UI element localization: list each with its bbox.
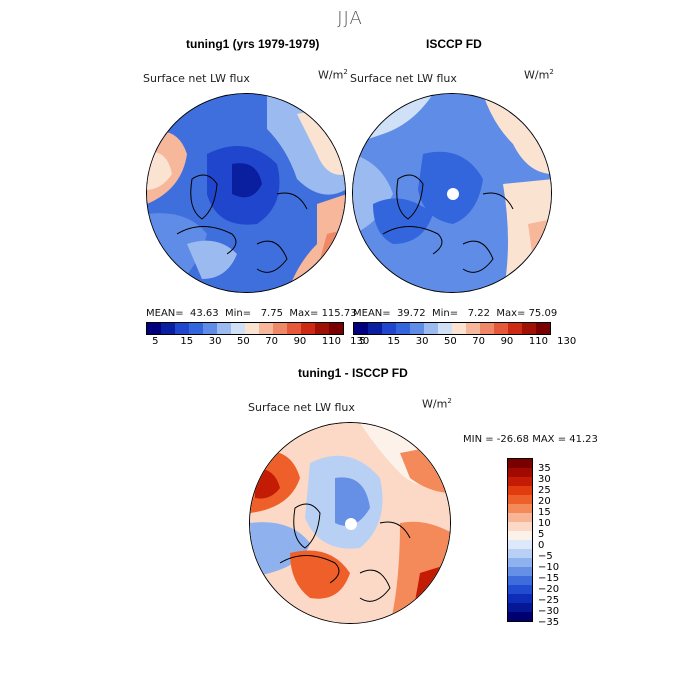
panel-right-variable: Surface net LW flux <box>350 72 457 85</box>
colorbar-left <box>146 322 344 335</box>
colorbar-right <box>353 322 551 335</box>
colorbar-swatch <box>508 576 532 585</box>
colorbar-tick-label: 15 <box>180 336 194 347</box>
colorbar-tick-label: 5 <box>152 336 159 347</box>
colorbar-tick-label: 110 <box>321 336 341 347</box>
colorbar-swatch <box>508 495 532 504</box>
colorbar-swatch <box>217 323 231 334</box>
panel-diff-units: W/m2 <box>422 397 452 411</box>
colorbar-swatch <box>203 323 217 334</box>
colorbar-swatch <box>424 323 438 334</box>
colorbar-tick-label: 90 <box>500 336 514 347</box>
colorbar-swatch <box>508 558 532 567</box>
colorbar-diff-label: −30 <box>538 606 560 617</box>
colorbar-swatch <box>508 459 532 468</box>
colorbar-swatch <box>231 323 245 334</box>
colorbar-swatch <box>245 323 259 334</box>
colorbar-swatch <box>382 323 396 334</box>
colorbar-diff <box>507 458 533 622</box>
colorbar-swatch <box>329 323 343 334</box>
colorbar-diff-label: 30 <box>538 474 551 485</box>
panel-right-units: W/m2 <box>524 68 554 82</box>
colorbar-swatch <box>508 504 532 513</box>
panel-diff-variable: Surface net LW flux <box>248 401 355 414</box>
colorbar-swatch <box>508 603 532 612</box>
colorbar-diff-label: 0 <box>538 540 545 551</box>
colorbar-diff-label: −25 <box>538 595 560 606</box>
colorbar-swatch <box>480 323 494 334</box>
colorbar-swatch <box>508 323 522 334</box>
colorbar-swatch <box>508 477 532 486</box>
colorbar-tick-label: 15 <box>387 336 401 347</box>
colorbar-diff-label: −5 <box>538 551 553 562</box>
colorbar-diff-label: 15 <box>538 507 551 518</box>
colorbar-diff-label: −15 <box>538 573 560 584</box>
colorbar-swatch <box>410 323 424 334</box>
colorbar-diff-labels: 35 30 25 20 15 10 5 0 −5 −10 −15 −20 −25 −30 −35 <box>538 463 560 628</box>
colorbar-swatch <box>396 323 410 334</box>
colorbar-swatch <box>508 513 532 522</box>
colorbar-swatch <box>438 323 452 334</box>
colorbar-swatch <box>147 323 161 334</box>
panel-right-stats: MEAN= 39.72 Min= 7.22 Max= 75.09 <box>353 308 558 319</box>
colorbar-swatch <box>368 323 382 334</box>
map-right-polar <box>352 93 552 293</box>
colorbar-swatch <box>508 531 532 540</box>
colorbar-swatch <box>508 522 532 531</box>
colorbar-swatch <box>494 323 508 334</box>
colorbar-diff-label: −10 <box>538 562 560 573</box>
colorbar-swatch <box>508 594 532 603</box>
colorbar-tick-label: 50 <box>237 336 250 347</box>
colorbar-diff-label: −20 <box>538 584 560 595</box>
panel-diff-title: tuning1 - ISCCP FD <box>298 366 408 380</box>
colorbar-swatch <box>354 323 368 334</box>
colorbar-left-ticks: 5 15 30 50 70 90 110 130 <box>146 336 369 348</box>
colorbar-swatch <box>508 486 532 495</box>
panel-left-variable: Surface net LW flux <box>143 72 250 85</box>
colorbar-tick-label: 70 <box>265 336 279 347</box>
colorbar-swatch <box>452 323 466 334</box>
colorbar-tick-label: 130 <box>350 336 370 347</box>
colorbar-diff-label: 20 <box>538 496 551 507</box>
colorbar-diff-label: 25 <box>538 485 551 496</box>
colorbar-swatch <box>287 323 301 334</box>
colorbar-swatch <box>175 323 189 334</box>
panel-diff-minmax: MIN = -26.68 MAX = 41.23 <box>463 434 598 445</box>
colorbar-swatch <box>536 323 550 334</box>
panel-left-stats: MEAN= 43.63 Min= 7.75 Max= 115.73 <box>146 308 357 319</box>
colorbar-swatch <box>508 468 532 477</box>
colorbar-tick-label: 130 <box>557 336 577 347</box>
panel-left-units: W/m2 <box>318 68 348 82</box>
colorbar-tick-label: 70 <box>472 336 486 347</box>
panel-left-title: tuning1 (yrs 1979-1979) <box>186 37 320 51</box>
colorbar-diff-label: 5 <box>538 529 545 540</box>
colorbar-swatch <box>508 549 532 558</box>
colorbar-diff-label: 10 <box>538 518 551 529</box>
colorbar-swatch <box>259 323 273 334</box>
colorbar-swatch <box>161 323 175 334</box>
map-left-polar <box>146 93 346 293</box>
colorbar-swatch <box>508 540 532 549</box>
map-diff-polar <box>249 422 451 624</box>
colorbar-swatch <box>273 323 287 334</box>
colorbar-tick-label: 5 <box>359 336 366 347</box>
colorbar-swatch <box>315 323 329 334</box>
colorbar-swatch <box>508 585 532 594</box>
colorbar-tick-label: 50 <box>444 336 457 347</box>
colorbar-swatch <box>522 323 536 334</box>
colorbar-diff-label: −35 <box>538 617 560 628</box>
colorbar-swatch <box>466 323 480 334</box>
colorbar-swatch <box>508 567 532 576</box>
colorbar-right-ticks: 5 15 30 50 70 90 110 130 <box>353 336 576 348</box>
colorbar-swatch <box>189 323 203 334</box>
colorbar-tick-label: 110 <box>528 336 548 347</box>
colorbar-tick-label: 30 <box>208 336 222 347</box>
panel-right-title: ISCCP FD <box>426 37 482 51</box>
colorbar-tick-label: 90 <box>293 336 307 347</box>
colorbar-swatch <box>301 323 315 334</box>
colorbar-swatch <box>508 612 532 621</box>
season-title: JJA <box>337 8 363 29</box>
colorbar-tick-label: 30 <box>415 336 429 347</box>
colorbar-diff-label: 35 <box>538 463 551 474</box>
